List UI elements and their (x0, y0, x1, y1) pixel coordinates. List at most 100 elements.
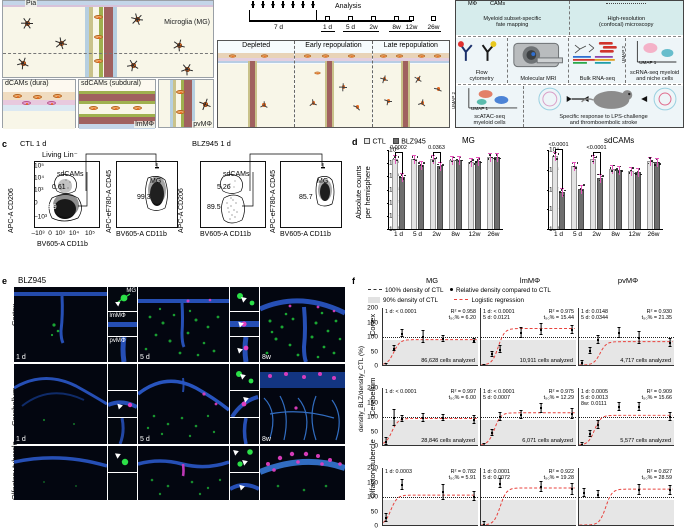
f-chart-mg-cerebellum[interactable]: 1 d: < 0.0001 R² = 0.997 t₅₀% = 6.00 28,846… (382, 388, 478, 446)
f-error-bar (483, 443, 485, 445)
f-legend-100pct: 100% density of CTL Relative density com… (368, 287, 551, 294)
inset-olfactory-mg-5d[interactable] (230, 446, 259, 472)
inset-cortex-pvmp-5d[interactable] (230, 337, 259, 362)
micrograph-olfactory-1d[interactable] (14, 446, 107, 500)
inset-olfactory-lmmp-1d[interactable] (108, 473, 137, 500)
workflow-scrnaseq: UMAP 2 UMAP 1 scRNA-seq myeloid and nich… (621, 38, 683, 83)
d-error-bar (452, 155, 454, 165)
f-error-bar (669, 411, 671, 420)
f-chart-pvm-cortex[interactable]: 1 d: 0.0148 5 d: 0.0344 R² = 0.930 t₅₀% = 2… (578, 308, 674, 366)
microglia-cell (181, 63, 194, 76)
stage-late-title: Late repopulation (383, 42, 438, 49)
f-t50: t₅₀% = 5.91 (448, 475, 476, 481)
experimental-workflow: MΦ CAMs Myeloid subset-specific fate map… (451, 0, 684, 128)
f-error-bar (597, 490, 599, 497)
inset-olfactory-mg-1d[interactable] (108, 446, 137, 472)
d-data-point (559, 191, 561, 194)
e-timepoint-8w: 8w (262, 354, 271, 361)
d-bar-blz (558, 192, 565, 229)
d-data-point (560, 189, 563, 191)
f-chart-lmm-cerebellum[interactable]: 1 d: < 0.0001 5 d: 0.0007 R² = 0.975 t₅₀% =… (480, 388, 576, 446)
experiment-timeline: 7 d Analysis 1 d 5 d 2w 8w 12w 26w (217, 1, 450, 36)
inset-cerebellum-lmmp-5d[interactable] (230, 391, 259, 417)
d-data-point (399, 175, 401, 178)
d-bar-blz (615, 169, 622, 229)
micrograph-cerebellum-1d[interactable]: 1 d (14, 364, 107, 444)
e-cerebellum-8w: 8w (262, 436, 271, 443)
c-plot3-pct-main: 89.5 (207, 204, 221, 211)
d-error-bar (555, 151, 557, 161)
f-ytick: 0 (374, 442, 378, 450)
d-data-point (632, 167, 634, 169)
d-xtick: 26w (647, 231, 660, 238)
micrograph-olfactory-8w[interactable] (260, 446, 345, 500)
f-pvalue: 1 d: < 0.0001 (483, 389, 515, 395)
workflow-scatacseq: UMAP 2 UMAP 1 scATAC-seq myeloid cells (451, 86, 525, 127)
pvmp-label: pvMΦ (192, 121, 213, 128)
blz945-1d-title: BLZ945 1 d (192, 139, 231, 148)
d-bar-blz (417, 165, 424, 229)
panel-e-title: BLZ945 (18, 276, 47, 285)
f-ytick: 50 (370, 428, 378, 435)
inset-cerebellum-lmmp-1d[interactable] (108, 391, 137, 417)
f-data-point (637, 337, 640, 339)
f-chart-pvm-cerebellum[interactable]: 1 d: 0.0005 5 d: 0.0013 8w: 0.0111 R² = 0.9… (578, 388, 674, 446)
inset-cerebellum-pvmp-5d[interactable] (230, 418, 259, 444)
f-chart-pvm-olfactorytubercle[interactable]: R² = 0.827 t₅₀% = 28.59 (578, 468, 674, 526)
micrograph-cerebellum-5d[interactable]: 5 d (138, 364, 229, 444)
d-bar-ctl (590, 158, 597, 229)
micrograph-cerebellum-8w[interactable]: 8w (260, 364, 345, 444)
d-data-point (554, 152, 556, 155)
f-chart-mg-olfactorytubercle[interactable]: 1 d: 0.0003 R² = 0.782 t₅₀% = 5.91 (382, 468, 478, 526)
f-data-point (571, 328, 574, 331)
d-bar-ctl (411, 159, 418, 229)
inset-cerebellum-mg-1d[interactable] (108, 364, 137, 390)
f-rowlabel-cerebellum: Cerebellum (368, 377, 377, 416)
inset-cortex-lmmp-5d[interactable] (230, 312, 259, 336)
f-chart-lmm-cortex[interactable]: 1 d: < 0.0001 5 d: 0.0121 R² = 0.975 t₅₀% =… (480, 308, 576, 366)
panel-e: e BLZ945 Cortex Cerebellum Olfactory tub… (2, 276, 347, 500)
panel-c: c CTL 1 d Living Lin⁻ BLZ945 1 d APC-A C… (2, 133, 347, 273)
micrograph-cortex-8w[interactable]: 8w (260, 287, 345, 362)
d-bar-ctl (392, 158, 399, 229)
inset-cortex-lmmp-1d[interactable]: lmMΦ (108, 312, 137, 336)
d-error-bar (401, 172, 403, 182)
f-data-point (401, 483, 404, 486)
f-chart-lmm-olfactorytubercle[interactable]: 1 d: 0.0001 5 d: 0.0072 R² = 0.922 t₅₀% = 1… (480, 468, 576, 526)
c-plot3-gate-sdcams-label: sdCAMs (223, 171, 250, 178)
flow-plot-blz945-cd206[interactable]: 5.26 89.5 sdCAMs (200, 161, 266, 228)
f-data-point (384, 364, 387, 365)
inset-cortex-mg-5d[interactable] (230, 287, 259, 311)
f-error-bar (669, 338, 671, 346)
inset-cerebellum-mg-5d[interactable] (230, 364, 259, 390)
micrograph-olfactory-5d[interactable] (138, 446, 229, 500)
d-data-point (575, 167, 577, 169)
d-bar-ctl (487, 157, 494, 229)
f-data-point (490, 353, 493, 356)
f-data-point (441, 338, 444, 341)
f-chart-mg-cortex[interactable]: 1 d: < 0.0001 R² = 0.958 t₅₀% = 6.20 86,628… (382, 308, 478, 366)
timepoint-2w: 2w (369, 24, 378, 31)
d-data-point (590, 155, 593, 157)
inset-cortex-mg-1d[interactable]: MG (108, 287, 137, 311)
d-bar-blz (398, 177, 405, 229)
workflow-flow-cytometry: Flow cytometry (456, 38, 509, 83)
c-plot3-xlabel: BV605-A CD11b (200, 231, 251, 238)
inset-olfactory-lmmp-5d[interactable] (230, 473, 259, 500)
stage-depleted-title: Depleted (242, 42, 271, 49)
f-ytick: 200 (367, 464, 378, 472)
f-data-point (597, 493, 600, 496)
living-lin-subtitle: Living Lin⁻ (42, 150, 78, 159)
inset-cerebellum-pvmp-1d[interactable] (108, 418, 137, 444)
flow-plot-blz945-cd45[interactable]: MG 85.7 (280, 161, 342, 228)
micrograph-cortex-5d[interactable]: 5 d (138, 287, 229, 362)
d-data-point (489, 154, 491, 157)
perivascular-macrophage (94, 15, 103, 19)
f-data-point (401, 417, 404, 420)
workflow-bulk-rnaseq-caption: Bulk RNA-seq (579, 75, 615, 82)
inset-cortex-pvmp-1d[interactable]: pvMΦ (108, 337, 137, 362)
f-data-point (597, 423, 600, 426)
micrograph-cortex-1d[interactable]: 1 d (14, 287, 107, 362)
flow-plot-ctl-cd45[interactable]: MG 99.3 (116, 161, 178, 228)
f-data-point (637, 406, 640, 409)
